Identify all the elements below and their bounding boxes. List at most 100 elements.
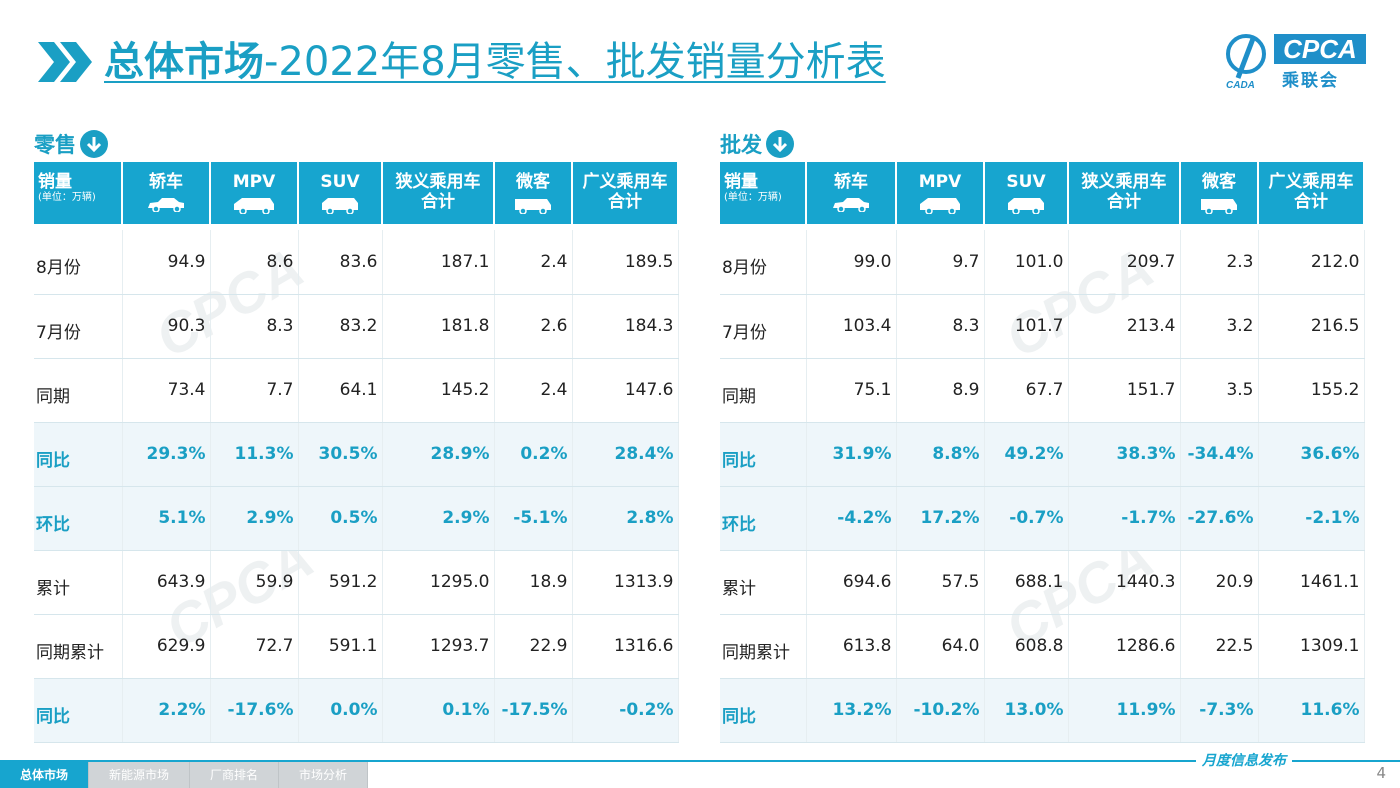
row-label: 环比 — [34, 486, 123, 551]
header-cell-volume: 销量 (单位：万辆) — [720, 162, 807, 224]
table-cell: -5.1% — [494, 486, 573, 551]
footer-tab-nev[interactable]: 新能源市场 — [89, 762, 191, 788]
header-unit-label: (单位：万辆) — [38, 192, 96, 203]
table-cell: 28.4% — [572, 422, 679, 487]
table-cell: 2.9% — [210, 486, 299, 551]
table-cell: 0.5% — [298, 486, 383, 551]
retail-label: 零售 — [34, 133, 76, 157]
table-cell: 22.9 — [494, 614, 573, 679]
page-title: 总体市场-2022年8月零售、批发销量分析表 — [104, 39, 886, 85]
table-cell: 30.5% — [298, 422, 383, 487]
table-cell: 31.9% — [806, 422, 897, 487]
table-cell: 1316.6 — [572, 614, 679, 679]
table-cell: 591.1 — [298, 614, 383, 679]
table-cell: -4.2% — [806, 486, 897, 551]
row-label: 同比 — [720, 422, 807, 487]
row-label: 7月份 — [34, 294, 123, 359]
wholesale-label: 批发 — [720, 133, 762, 157]
table-row: 同比 13.2% -10.2% 13.0% 11.9% -7.3% 11.6% — [720, 678, 1365, 743]
table-cell: 145.2 — [382, 358, 495, 423]
header-label: 狭义乘用车 — [395, 172, 481, 192]
table-row: 环比 5.1% 2.9% 0.5% 2.9% -5.1% 2.8% — [34, 486, 679, 551]
table-cell: 1309.1 — [1258, 614, 1365, 679]
sedan-icon — [807, 196, 895, 217]
table-cell: 90.3 — [122, 294, 211, 359]
header-cell: SUV — [298, 162, 383, 224]
table-cell: 187.1 — [382, 230, 495, 295]
table-cell: 2.4 — [494, 230, 573, 295]
table-cell: 73.4 — [122, 358, 211, 423]
table-cell: 17.2% — [896, 486, 985, 551]
row-label: 同期累计 — [720, 614, 807, 679]
table-row: 同期累计 613.8 64.0 608.8 1286.6 22.5 1309.1 — [720, 614, 1365, 679]
table-cell: 608.8 — [984, 614, 1069, 679]
table-cell: 8.9 — [896, 358, 985, 423]
table-cell: 216.5 — [1258, 294, 1365, 359]
footer-tabs: 总体市场 新能源市场 厂商排名 市场分析 — [0, 762, 369, 788]
suv-icon — [299, 196, 381, 219]
header-label: 微客 — [1202, 172, 1236, 192]
table-cell: 3.2 — [1180, 294, 1259, 359]
table-cell: -2.1% — [1258, 486, 1365, 551]
footer-tab-ranking[interactable]: 厂商排名 — [190, 762, 280, 788]
table-cell: 209.7 — [1068, 230, 1181, 295]
svg-text:CADA: CADA — [1226, 80, 1255, 90]
row-label: 同比 — [34, 678, 123, 743]
row-label: 同期 — [720, 358, 807, 423]
table-row: 同比 29.3% 11.3% 30.5% 28.9% 0.2% 28.4% — [34, 422, 679, 487]
footer-tab-analysis[interactable]: 市场分析 — [279, 762, 369, 788]
table-cell: 2.6 — [494, 294, 573, 359]
table-cell: 11.9% — [1068, 678, 1181, 743]
header-cell: 轿车 — [122, 162, 211, 224]
header-label: 合计 — [1294, 192, 1328, 212]
header-cell: 微客 — [1180, 162, 1259, 224]
table-cell: 101.0 — [984, 230, 1069, 295]
row-label: 同比 — [34, 422, 123, 487]
table-cell: 8.3 — [896, 294, 985, 359]
table-cell: 1461.1 — [1258, 550, 1365, 615]
table-cell: 155.2 — [1258, 358, 1365, 423]
table-cell: 2.3 — [1180, 230, 1259, 295]
table-cell: 2.4 — [494, 358, 573, 423]
table-row: 8月份 99.0 9.7 101.0 209.7 2.3 212.0 — [720, 230, 1365, 295]
header-volume-label: 销量 — [38, 172, 72, 192]
header-label: SUV — [320, 172, 360, 192]
row-label: 7月份 — [720, 294, 807, 359]
table-cell: 1440.3 — [1068, 550, 1181, 615]
table-cell: 1295.0 — [382, 550, 495, 615]
title-chevrons-icon — [38, 42, 92, 82]
table-cell: 0.0% — [298, 678, 383, 743]
header-label: 轿车 — [149, 172, 183, 192]
table-row: 累计 694.6 57.5 688.1 1440.3 20.9 1461.1 — [720, 550, 1365, 615]
mpv-icon — [211, 196, 297, 219]
table-cell: 8.6 — [210, 230, 299, 295]
table-cell: 1293.7 — [382, 614, 495, 679]
header-label: MPV — [918, 172, 962, 192]
footer-tab-overall[interactable]: 总体市场 — [0, 762, 90, 788]
table-cell: 67.7 — [984, 358, 1069, 423]
table-cell: 49.2% — [984, 422, 1069, 487]
table-cell: 83.2 — [298, 294, 383, 359]
table-cell: 3.5 — [1180, 358, 1259, 423]
wholesale-heading: 批发 — [720, 128, 794, 160]
table-cell: 643.9 — [122, 550, 211, 615]
table-cell: 694.6 — [806, 550, 897, 615]
header-label: 合计 — [608, 192, 642, 212]
table-cell: 11.6% — [1258, 678, 1365, 743]
logo-text: CPCA — [1274, 34, 1366, 64]
wholesale-table: 销量 (单位：万辆) 轿车 MPV SUV 狭义乘用车 合计 微客 广义乘用车 合计 8月份 99.… — [720, 162, 1365, 743]
header-row: 销量 (单位：万辆) 轿车 MPV SUV 狭义乘用车 合计 微客 广义乘用车 合计 — [720, 162, 1365, 224]
table-row: 同期累计 629.9 72.7 591.1 1293.7 22.9 1316.6 — [34, 614, 679, 679]
table-cell: -34.4% — [1180, 422, 1259, 487]
suv-icon — [985, 196, 1067, 219]
table-cell: 28.9% — [382, 422, 495, 487]
header-cell: MPV — [210, 162, 299, 224]
header-cell-volume: 销量 (单位：万辆) — [34, 162, 123, 224]
retail-heading: 零售 — [34, 128, 108, 160]
header-cell: MPV — [896, 162, 985, 224]
table-cell: 99.0 — [806, 230, 897, 295]
table-cell: 0.1% — [382, 678, 495, 743]
header-cell: 狭义乘用车 合计 — [382, 162, 495, 224]
row-label: 同期 — [34, 358, 123, 423]
header-label: 轿车 — [834, 172, 868, 192]
